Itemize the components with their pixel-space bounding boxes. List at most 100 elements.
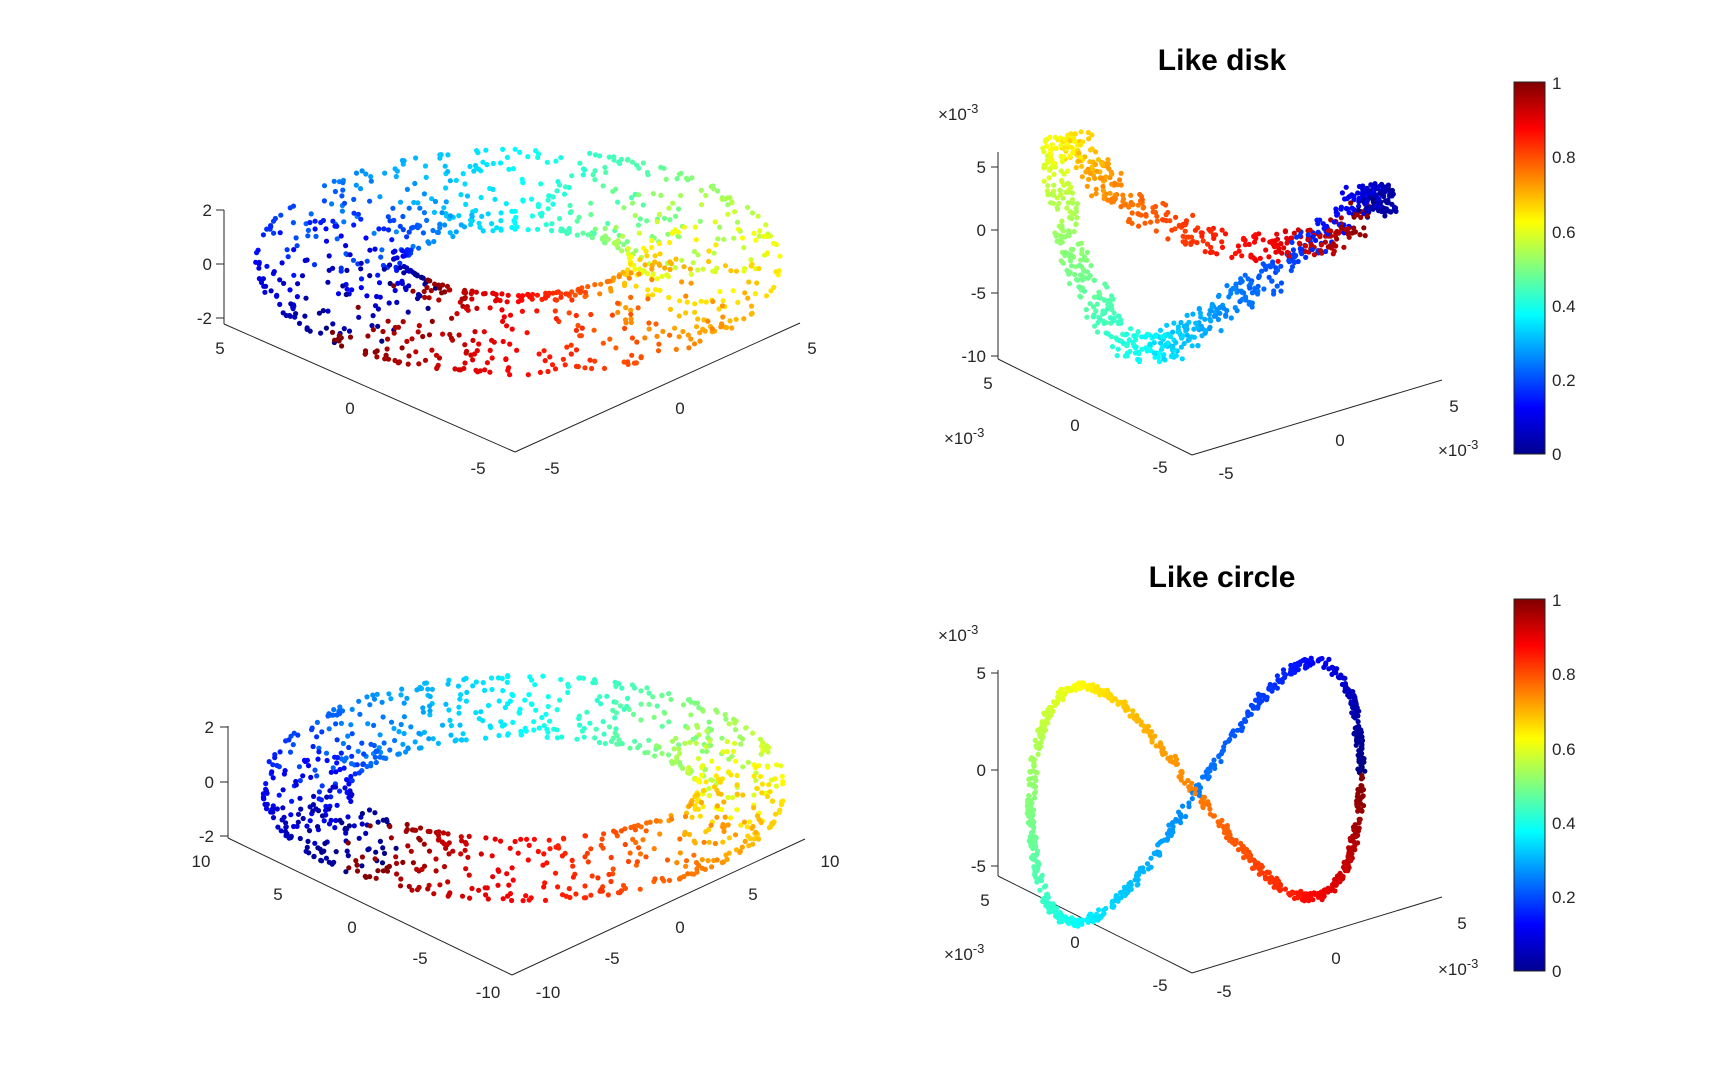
scatter-point xyxy=(469,214,475,220)
scatter-point xyxy=(1290,247,1296,253)
scatter-point xyxy=(341,765,347,771)
scatter-point xyxy=(406,283,412,289)
scatter-point xyxy=(731,209,738,215)
scatter-point xyxy=(421,191,427,197)
scatter-point xyxy=(1092,161,1098,168)
scatter-point xyxy=(1362,768,1368,774)
scatter-point xyxy=(719,303,726,309)
scatter-point xyxy=(1282,886,1288,892)
scatter-point xyxy=(545,729,551,735)
scatter-points xyxy=(253,146,783,378)
scatter-point xyxy=(701,839,707,845)
scatter-point xyxy=(1115,346,1121,352)
scatter-point xyxy=(1243,718,1249,725)
scatter-point xyxy=(322,840,328,847)
scatter-point xyxy=(333,769,339,775)
scatter-point xyxy=(344,286,350,292)
scatter-point xyxy=(313,233,319,239)
scatter-point xyxy=(341,326,347,332)
scatter-point xyxy=(1059,179,1065,185)
scatter-point xyxy=(1343,205,1349,212)
y-tick-label: 0 xyxy=(1070,933,1079,952)
scatter-point xyxy=(720,749,726,755)
scatter-point xyxy=(712,269,719,275)
scatter-point xyxy=(358,216,364,222)
scatter-point xyxy=(1049,142,1055,148)
scatter-point xyxy=(695,252,701,258)
scatter-point xyxy=(1235,243,1241,249)
scatter-point xyxy=(646,690,652,696)
scatter-point xyxy=(351,196,357,202)
scatter-point xyxy=(456,704,462,710)
scatter-point xyxy=(629,682,635,688)
scatter-point xyxy=(693,860,700,866)
scatter-point xyxy=(302,257,308,264)
scatter-point xyxy=(427,693,433,700)
scatter-point xyxy=(595,875,601,881)
scatter-point xyxy=(541,884,547,890)
scatter-point xyxy=(1310,234,1316,240)
scatter-point xyxy=(1075,241,1081,247)
scatter-point xyxy=(637,886,643,892)
scatter-point xyxy=(1032,872,1038,878)
scatter-point xyxy=(288,833,294,840)
scatter-point xyxy=(382,356,388,362)
scatter-point xyxy=(1238,276,1244,282)
scatter-point xyxy=(462,847,468,853)
scatter-point xyxy=(1092,684,1098,691)
scatter-point xyxy=(686,765,692,771)
scatter-point xyxy=(476,166,482,172)
scatter-point xyxy=(732,832,739,838)
scatter-point xyxy=(400,227,406,233)
scatter-point xyxy=(397,265,403,271)
scatter-point xyxy=(332,188,338,195)
scatter-point xyxy=(669,816,675,822)
scatter-point xyxy=(526,842,532,849)
scatter-point xyxy=(1126,204,1132,210)
scatter-point xyxy=(670,200,676,206)
scatter-point xyxy=(1052,134,1058,140)
scatter-point xyxy=(560,356,567,362)
y-ticks: 10 5 0 -5 -10 xyxy=(192,852,501,1002)
scatter-point xyxy=(492,196,498,202)
scatter-point xyxy=(725,202,731,208)
scatter-point xyxy=(528,701,534,707)
scatter-point xyxy=(312,226,318,232)
scatter-point xyxy=(702,328,708,334)
scatter-point xyxy=(699,857,705,863)
scatter-point xyxy=(1160,333,1166,340)
scatter-point xyxy=(498,226,504,232)
scatter-point xyxy=(515,850,521,856)
scatter-point xyxy=(1202,327,1208,333)
scatter-point xyxy=(473,679,479,685)
scatter-point xyxy=(349,287,355,293)
scatter-point xyxy=(598,281,604,287)
scatter-point xyxy=(755,213,761,219)
scatter-point xyxy=(726,835,733,841)
scatter-point xyxy=(573,327,580,333)
scatter-point xyxy=(661,165,667,171)
scatter-point xyxy=(649,266,655,272)
scatter-point xyxy=(1218,758,1224,765)
scatter-point xyxy=(555,843,561,849)
scatter-point xyxy=(1171,354,1177,360)
scatter-point xyxy=(420,230,426,236)
scatter-point xyxy=(370,692,376,698)
scatter-point xyxy=(385,336,391,342)
scatter-point xyxy=(681,224,687,230)
scatter-point xyxy=(1360,190,1366,196)
scatter-point xyxy=(1359,764,1365,770)
scatter-point xyxy=(1121,892,1127,898)
scatter-point xyxy=(343,243,349,249)
scatter-point xyxy=(368,741,374,747)
colorbar-tick-label: 0.2 xyxy=(1552,888,1576,907)
scatter-point xyxy=(659,875,665,882)
scatter-point xyxy=(1351,827,1357,833)
scatter-point xyxy=(1058,168,1064,174)
colorbar: 1 0.8 0.6 0.4 0.2 0 xyxy=(1513,591,1576,981)
scatter-point xyxy=(1256,274,1262,281)
scatter-point xyxy=(672,265,678,271)
scatter-point xyxy=(404,186,410,192)
scatter-point xyxy=(433,856,439,862)
scatter-point xyxy=(556,182,563,188)
